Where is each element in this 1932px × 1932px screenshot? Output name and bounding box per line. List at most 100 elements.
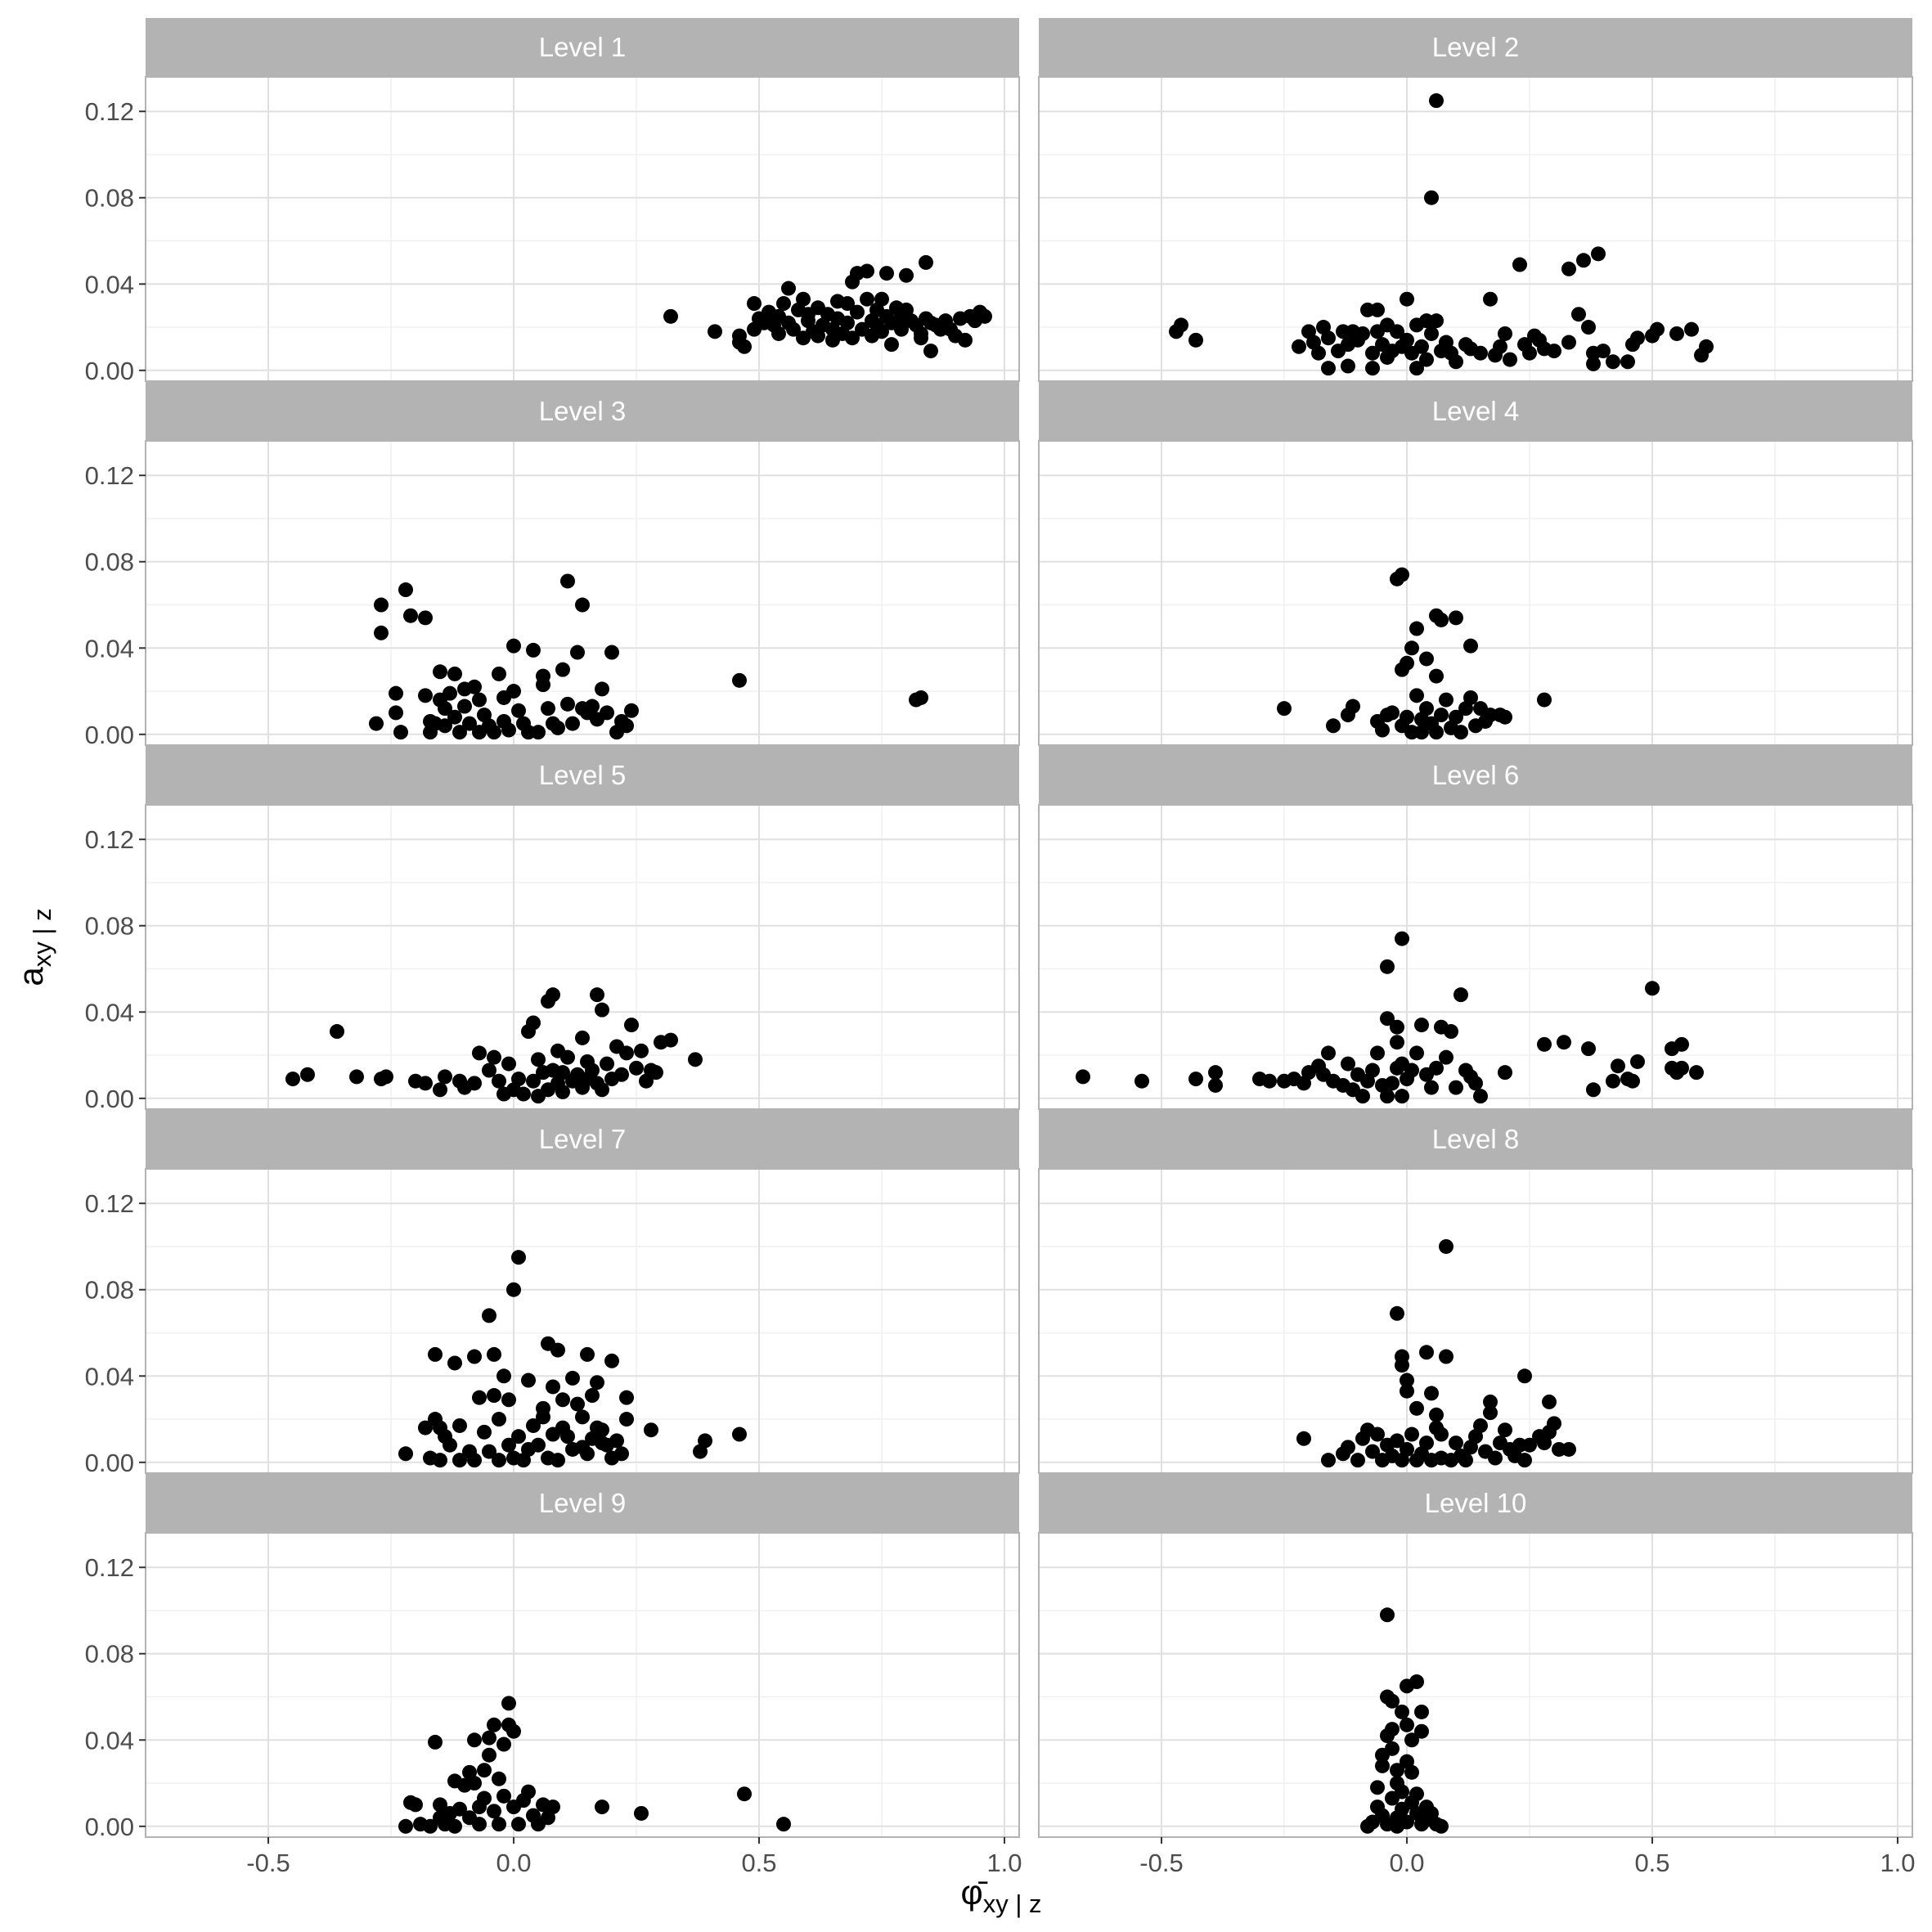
facet-panel-level-4: Level 4	[1038, 382, 1913, 746]
data-point	[570, 645, 585, 660]
facet-strip-level-8	[1039, 1110, 1912, 1169]
data-point	[1341, 358, 1355, 374]
data-point	[496, 1368, 511, 1384]
panel-border	[145, 76, 1020, 382]
panel-border	[145, 1532, 1020, 1838]
data-point	[1414, 1704, 1429, 1719]
data-point	[1370, 1427, 1385, 1442]
data-point	[1557, 1035, 1571, 1050]
data-point	[506, 638, 521, 654]
data-point	[1606, 1073, 1620, 1089]
data-point	[438, 701, 452, 717]
data-point	[860, 291, 874, 307]
data-point	[1277, 701, 1292, 717]
data-point	[879, 266, 894, 281]
data-point	[1419, 651, 1434, 667]
data-point	[531, 725, 546, 740]
data-point	[443, 1437, 457, 1453]
data-point	[1596, 344, 1611, 359]
data-point	[1503, 352, 1517, 367]
data-point	[590, 1375, 604, 1391]
data-point	[1439, 692, 1453, 708]
facet-panel-level-3: Level 3 0.00 0.04 0.08 0.12	[85, 382, 1020, 749]
data-point	[1483, 291, 1498, 307]
data-point	[487, 725, 501, 740]
data-point	[1488, 1450, 1503, 1466]
data-point	[634, 1043, 649, 1058]
data-point	[482, 1747, 496, 1763]
data-point	[526, 1418, 541, 1433]
data-point	[590, 987, 604, 1003]
x-tick-label: 0.5	[741, 1849, 776, 1877]
data-point	[560, 1049, 575, 1065]
x-tick-label: 1.0	[986, 1849, 1022, 1877]
data-point	[1404, 1764, 1419, 1780]
data-point	[1561, 335, 1576, 350]
data-point	[634, 1805, 649, 1821]
data-point	[447, 709, 462, 725]
data-point	[649, 1065, 663, 1081]
data-point	[1419, 1345, 1434, 1360]
data-point	[1571, 307, 1586, 322]
data-point	[663, 308, 678, 324]
data-point	[874, 324, 889, 339]
data-point	[408, 1797, 423, 1813]
facet-strip-level-5	[146, 746, 1019, 805]
data-point	[624, 703, 639, 718]
data-point	[663, 1032, 678, 1048]
facet-panel-level-9: Level 9 0.00 0.04 0.08 0.12 -0.5 0.0 0.5 1.0	[85, 1474, 1022, 1877]
facet-strip-label-level-1: Level 1	[539, 32, 626, 62]
data-point	[1449, 709, 1463, 725]
data-point	[1414, 725, 1429, 740]
data-point	[418, 1420, 433, 1436]
data-point	[1188, 332, 1203, 348]
y-tick-label: 0.08	[85, 1276, 134, 1305]
data-point	[492, 1771, 506, 1786]
facet-strip-label-level-5: Level 5	[539, 760, 626, 790]
data-point	[487, 1346, 501, 1362]
data-point	[1424, 1386, 1439, 1401]
data-point	[1424, 1080, 1439, 1095]
data-point	[1419, 352, 1434, 367]
data-point	[1311, 345, 1326, 361]
data-point	[1463, 638, 1478, 654]
data-point	[1321, 1045, 1336, 1061]
data-point	[1498, 1422, 1512, 1438]
data-point	[737, 339, 752, 354]
data-point	[467, 1349, 482, 1364]
data-point	[1498, 709, 1512, 725]
data-point	[482, 1063, 496, 1078]
data-point	[506, 1723, 521, 1739]
data-point	[467, 1732, 482, 1748]
data-point	[546, 1799, 560, 1815]
data-point	[1439, 1238, 1453, 1254]
data-point	[796, 291, 811, 307]
data-point	[433, 1082, 447, 1098]
data-point	[1390, 324, 1404, 339]
data-point	[1650, 321, 1665, 337]
data-point	[492, 1453, 506, 1468]
data-point	[447, 1355, 462, 1371]
data-point	[462, 716, 477, 731]
panel-border	[1038, 1532, 1913, 1838]
y-tick-label: 0.00	[85, 357, 134, 385]
data-point	[1674, 1036, 1689, 1052]
data-point	[1390, 1019, 1404, 1035]
data-point	[595, 1002, 609, 1018]
y-tick-label: 0.00	[85, 1085, 134, 1113]
data-point	[501, 1056, 516, 1072]
facet-strip-level-6	[1039, 746, 1912, 805]
data-point	[977, 308, 992, 324]
data-point	[609, 1433, 624, 1449]
data-point	[1395, 1089, 1409, 1104]
data-point	[472, 1045, 487, 1061]
data-point	[1473, 345, 1488, 361]
facet-strip-label-level-2: Level 2	[1432, 32, 1519, 62]
y-tick-label: 0.12	[85, 1189, 134, 1218]
data-point	[487, 1804, 501, 1819]
y-tick-label: 0.12	[85, 1553, 134, 1582]
data-point	[619, 718, 634, 734]
data-point	[501, 1437, 516, 1453]
data-point	[1400, 1717, 1414, 1732]
data-point	[467, 1076, 482, 1091]
